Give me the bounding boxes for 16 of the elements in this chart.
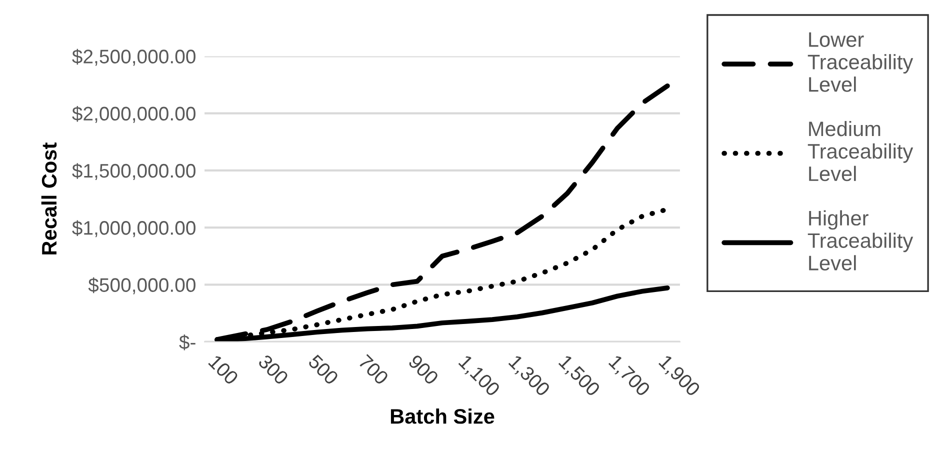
y-tick-label: $500,000.00 (88, 277, 196, 294)
y-tick-label: $1,000,000.00 (72, 220, 196, 238)
legend-label: Lower Traceability Level (808, 32, 914, 92)
x-tick-label: 700 (358, 354, 390, 386)
y-axis-title: Recall Cost (41, 142, 57, 254)
x-tick-label: 500 (308, 354, 340, 386)
y-tick-label: $2,500,000.00 (72, 48, 196, 66)
y-tick-label: $2,000,000.00 (72, 106, 196, 123)
y-tick-label: $1,500,000.00 (72, 163, 196, 180)
x-tick-label: 900 (408, 354, 440, 386)
y-tick-label: $- (179, 334, 196, 350)
legend-label: Medium Traceability Level (808, 120, 914, 182)
legend-label: Higher Traceability Level (808, 210, 914, 270)
x-tick-label: 100 (208, 354, 240, 386)
x-tick-label: 300 (258, 354, 290, 386)
x-axis-title: Batch Size (390, 408, 494, 424)
